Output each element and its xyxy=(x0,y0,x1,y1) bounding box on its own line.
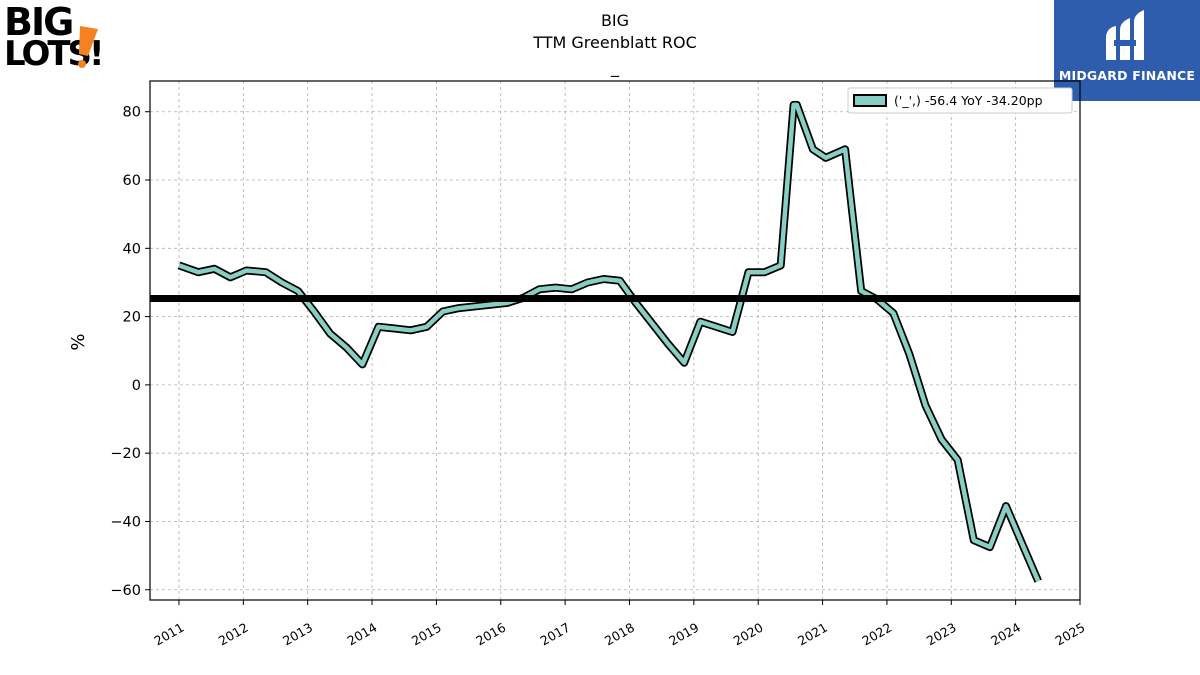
x-tick-label: 2024 xyxy=(988,620,1023,649)
y-tick-label: 0 xyxy=(132,378,141,394)
midgard-finance-logo: MIDGARD FINANCE xyxy=(1054,0,1200,101)
chart-subtitle-2: _ xyxy=(611,58,619,77)
x-tick-label: 2012 xyxy=(216,620,251,649)
series-line xyxy=(178,102,1041,583)
x-tick-label: 2025 xyxy=(1052,620,1087,649)
legend-swatch xyxy=(853,94,887,107)
x-tick-label: 2019 xyxy=(666,620,701,649)
x-tick-label: 2017 xyxy=(538,620,573,649)
y-tick-label: 40 xyxy=(123,241,141,257)
series-layer xyxy=(177,100,1042,583)
x-tick-label: 2013 xyxy=(280,620,315,649)
x-tick-label: 2018 xyxy=(602,620,637,649)
x-tick-label: 2020 xyxy=(731,620,766,649)
midgard-mark-icon xyxy=(1106,10,1144,60)
y-tick-label: −20 xyxy=(110,446,141,462)
x-tick-label: 2015 xyxy=(409,620,444,649)
x-tick-label: 2023 xyxy=(924,620,959,649)
big-lots-logo: BIG LOTS! xyxy=(4,0,105,76)
legend: ('_',) -56.4 YoY -34.20pp xyxy=(847,87,1073,114)
y-tick-label: −60 xyxy=(110,583,141,599)
y-axis-label: % xyxy=(68,333,89,350)
x-tick-label: 2021 xyxy=(795,620,830,649)
grid-lines xyxy=(150,81,1080,600)
plot-frame xyxy=(149,80,1081,601)
legend-box xyxy=(847,87,1073,114)
exclamation-icon xyxy=(78,26,98,68)
y-tick-label: 60 xyxy=(123,173,141,189)
y-tick-label: −40 xyxy=(110,514,141,530)
chart-title: BIG xyxy=(600,11,630,30)
x-tick-label: 2016 xyxy=(473,620,508,649)
axis-ticks: 2011 2012 2013 2014 2015 2016 2017 2018 2019 2020… xyxy=(110,105,1087,649)
y-tick-label: 80 xyxy=(123,105,141,121)
y-tick-label: 20 xyxy=(123,310,141,326)
legend-label: ('_',) -56.4 YoY -34.20pp xyxy=(894,93,1043,108)
logo-text-top: BIG xyxy=(4,0,74,44)
x-tick-label: 2011 xyxy=(151,620,186,649)
x-tick-label: 2022 xyxy=(859,620,894,649)
chart-subtitle: TTM Greenblatt ROC xyxy=(533,33,697,52)
midgard-logo-text: MIDGARD FINANCE xyxy=(1058,68,1196,83)
x-tick-label: 2014 xyxy=(344,620,379,649)
